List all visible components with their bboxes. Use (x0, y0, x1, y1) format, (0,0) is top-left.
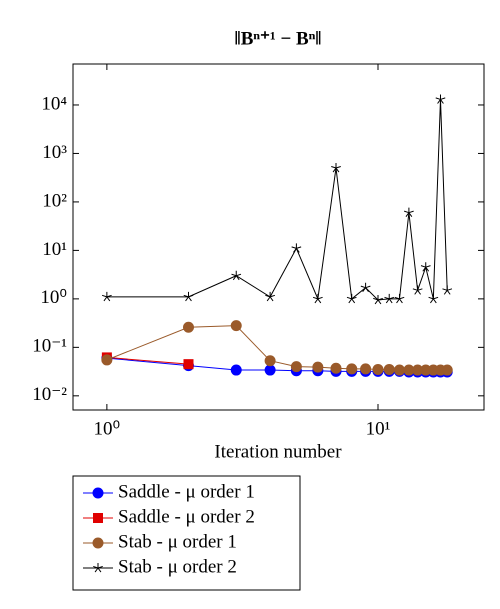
y-tick-label: 10⁴ (41, 93, 67, 114)
y-tick-label: 10² (42, 190, 67, 211)
point (360, 363, 372, 375)
y-tick-label: 10⁰ (40, 287, 67, 308)
point (265, 291, 276, 302)
point (393, 364, 405, 376)
point (394, 293, 405, 304)
point (403, 207, 414, 218)
point (183, 359, 194, 370)
legend-label: Stab - μ order 1 (118, 531, 237, 552)
chart-title: ‖Bⁿ⁺¹ − Bⁿ‖ (235, 28, 322, 49)
point (290, 361, 302, 373)
y-tick-label: 10⁻² (32, 384, 67, 405)
point (441, 364, 453, 376)
point (372, 363, 384, 375)
point (183, 291, 194, 302)
point (428, 293, 439, 304)
point (384, 293, 395, 304)
legend-marker (92, 487, 104, 499)
point (312, 361, 324, 373)
series-line (106, 99, 448, 301)
point (264, 355, 276, 367)
point (331, 163, 341, 173)
legend-label: Saddle - μ order 2 (118, 506, 255, 527)
point (420, 262, 431, 272)
point (264, 364, 276, 376)
y-tick-label: 10³ (42, 142, 67, 163)
series-line (106, 356, 189, 365)
x-tick-label: 10¹ (366, 418, 391, 439)
y-tick-label: 10⁻¹ (32, 336, 67, 357)
point (412, 285, 423, 295)
point (346, 293, 357, 304)
legend-box (72, 475, 301, 591)
legend-label: Saddle - μ order 1 (118, 481, 255, 502)
point (291, 243, 302, 253)
point (101, 291, 112, 302)
x-axis-label: Iteration number (214, 441, 342, 462)
point (231, 270, 242, 281)
point (230, 364, 242, 376)
point (182, 321, 194, 333)
series-line (106, 325, 448, 371)
point (312, 293, 323, 304)
point (435, 94, 446, 104)
point (230, 320, 242, 332)
point (442, 285, 453, 295)
legend-marker (93, 513, 103, 523)
legend-marker (92, 537, 104, 549)
point (373, 294, 383, 305)
x-tick-label: 10⁰ (94, 418, 121, 439)
point (383, 363, 395, 375)
legend-label: Stab - μ order 2 (118, 556, 237, 577)
plot-frame (72, 63, 485, 411)
point (101, 354, 113, 366)
point (360, 282, 371, 293)
y-tick-label: 10¹ (42, 239, 67, 260)
legend-marker (93, 563, 103, 573)
point (330, 362, 342, 374)
point (346, 363, 358, 375)
